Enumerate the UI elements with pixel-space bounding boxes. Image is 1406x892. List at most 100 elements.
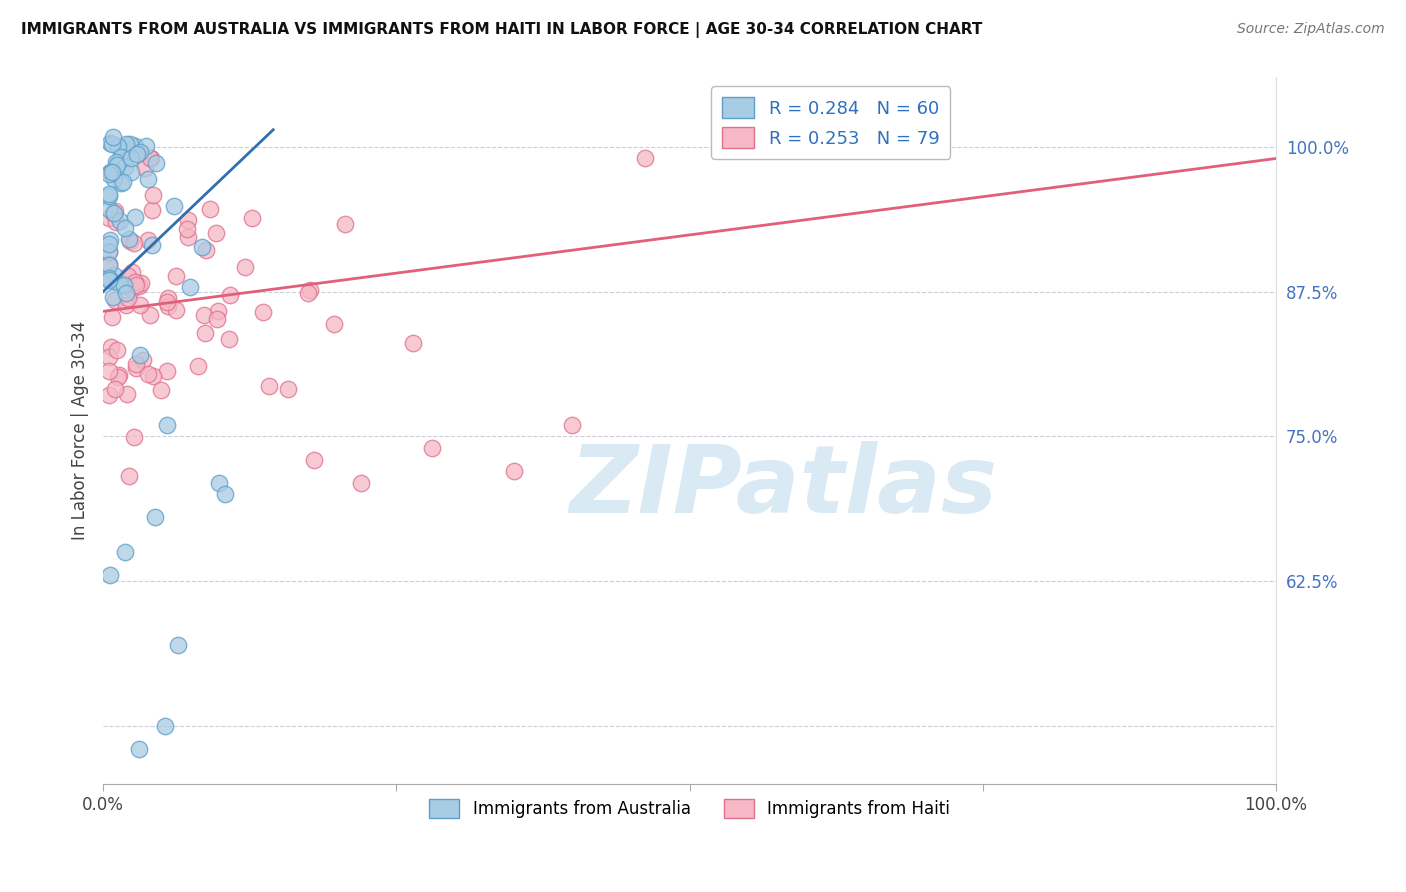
Point [98, 244, 121, 259]
Point [108, 214, 131, 228]
Point [98, 350, 121, 364]
Point [98, 202, 121, 217]
Point [117, 386, 139, 401]
Point [138, 309, 160, 323]
Point [129, 145, 152, 159]
Point [136, 367, 159, 381]
Point [101, 136, 124, 151]
Point [98, 273, 121, 287]
Point [420, 441, 443, 455]
Point [104, 215, 127, 229]
Point [108, 153, 131, 167]
Point [118, 137, 141, 152]
Point [162, 199, 184, 213]
Point [218, 332, 240, 346]
Point [179, 280, 201, 294]
Point [165, 268, 187, 283]
Point [118, 232, 141, 246]
Point [104, 382, 127, 396]
Point [402, 335, 425, 350]
Point [101, 165, 124, 179]
Point [129, 276, 152, 290]
Point [136, 233, 159, 247]
Point [115, 286, 138, 301]
Point [633, 152, 655, 166]
Point [177, 230, 200, 244]
Point [114, 221, 136, 235]
Point [117, 269, 139, 284]
Point [134, 161, 156, 176]
Point [105, 158, 128, 172]
Point [207, 304, 229, 318]
Point [121, 282, 143, 296]
Point [135, 138, 157, 153]
Point [98, 211, 121, 225]
Point [157, 299, 180, 313]
Point [304, 452, 326, 467]
Text: Source: ZipAtlas.com: Source: ZipAtlas.com [1237, 22, 1385, 37]
Point [142, 369, 165, 384]
Point [122, 430, 145, 444]
Point [233, 260, 256, 274]
Point [103, 289, 125, 303]
Point [108, 278, 131, 293]
Point [98, 136, 121, 150]
Point [124, 275, 146, 289]
Point [142, 187, 165, 202]
Point [125, 146, 148, 161]
Point [128, 348, 150, 362]
Point [98, 165, 121, 179]
Point [120, 151, 142, 165]
Point [139, 152, 162, 166]
Point [208, 475, 231, 490]
Point [207, 312, 229, 326]
Point [156, 294, 179, 309]
Point [257, 379, 280, 393]
Point [191, 240, 214, 254]
Point [141, 237, 163, 252]
Point [187, 359, 209, 373]
Point [277, 383, 299, 397]
Point [136, 172, 159, 186]
Point [118, 468, 141, 483]
Point [110, 150, 132, 164]
Point [120, 165, 142, 179]
Point [107, 369, 129, 384]
Point [195, 244, 218, 258]
Point [165, 303, 187, 318]
Point [141, 202, 163, 217]
Point [167, 638, 190, 652]
Point [240, 211, 263, 225]
Point [502, 464, 524, 478]
Point [98, 236, 121, 251]
Point [115, 136, 138, 151]
Point [105, 343, 128, 358]
Point [132, 352, 155, 367]
Point [125, 277, 148, 292]
Point [120, 234, 142, 248]
Point [98, 244, 121, 258]
Point [98, 568, 121, 582]
Point [112, 175, 135, 189]
Point [333, 217, 356, 231]
Point [155, 417, 177, 432]
Point [200, 202, 222, 217]
Point [124, 138, 146, 153]
Point [98, 258, 121, 272]
Point [117, 291, 139, 305]
Point [98, 187, 121, 202]
Point [194, 326, 217, 341]
Point [350, 475, 373, 490]
Point [114, 161, 136, 175]
Point [561, 417, 583, 432]
Point [322, 318, 344, 332]
Point [124, 211, 146, 225]
Point [124, 357, 146, 371]
Point [122, 235, 145, 250]
Point [128, 279, 150, 293]
Point [104, 293, 127, 307]
Point [98, 364, 121, 378]
Point [297, 286, 319, 301]
Point [103, 268, 125, 282]
Point [143, 510, 166, 524]
